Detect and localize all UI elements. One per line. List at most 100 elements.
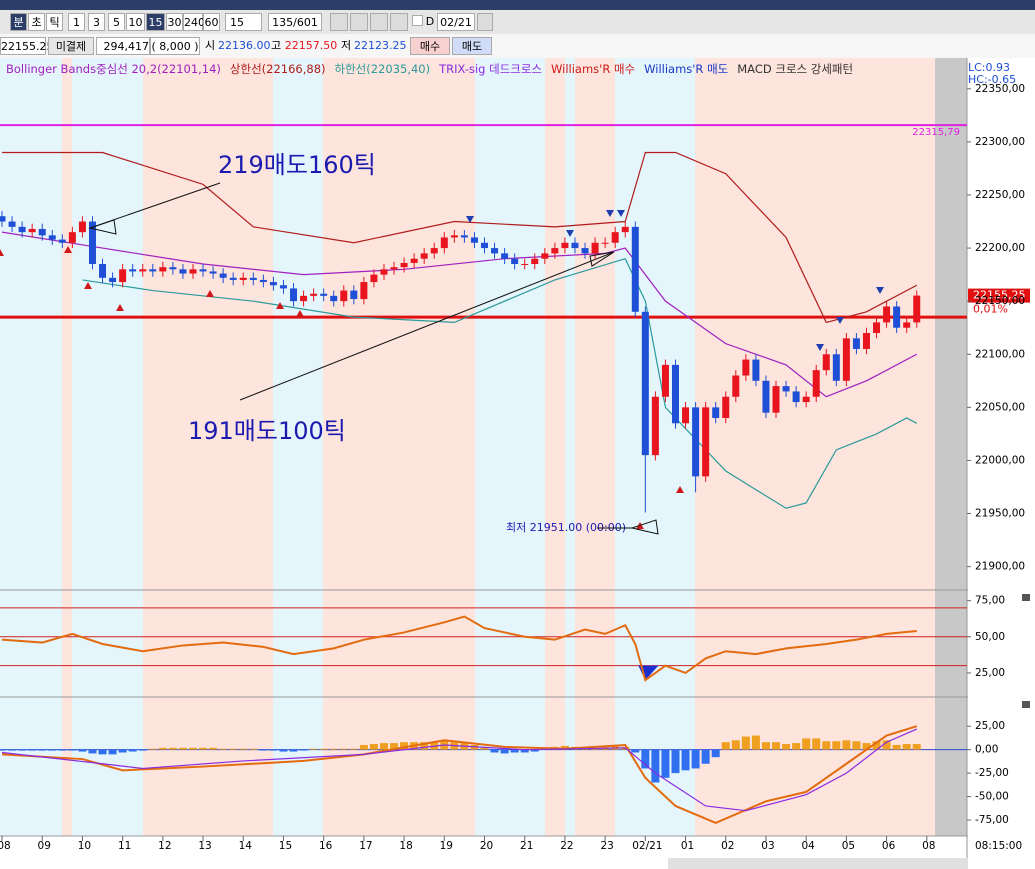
y-tick-label: 22000,00 [975, 454, 1025, 466]
candle-body [450, 235, 458, 238]
histogram-bar [490, 749, 499, 753]
candle-body [521, 264, 529, 266]
period-button[interactable]: 10 [126, 13, 145, 31]
buy-signal [296, 310, 304, 317]
histogram-bar [510, 749, 519, 753]
quote-buy[interactable]: 매수 [410, 37, 450, 55]
candle-body [762, 380, 770, 413]
right-axis-bg [968, 58, 1035, 858]
tool-icon[interactable] [390, 13, 408, 31]
panel-close[interactable] [1022, 701, 1030, 708]
histogram-bar [641, 749, 650, 769]
histogram-bar [68, 749, 77, 751]
period-button[interactable]: 5 [108, 13, 125, 31]
candle-body [732, 375, 740, 397]
histogram-bar [420, 742, 429, 750]
line [82, 257, 918, 509]
candle-body [873, 322, 881, 334]
annotation: 191매도100틱 [188, 417, 346, 445]
x-tick-label: 18 [399, 840, 412, 852]
candle-body [290, 288, 298, 302]
histogram-bar [390, 743, 399, 750]
legend-entry: MACD 크로스 강세패턴 [737, 62, 854, 76]
histogram-bar [319, 748, 328, 750]
candle-body [692, 407, 700, 477]
period-button[interactable]: 분 [10, 13, 27, 31]
candle-body [179, 269, 187, 274]
histogram-bar [520, 749, 529, 753]
candle-body [310, 293, 318, 296]
candle-body [239, 277, 247, 280]
buy-signal [276, 302, 284, 309]
x-tick-label: 05 [842, 840, 855, 852]
interval-select[interactable]: 15 [225, 13, 262, 31]
period-button[interactable]: 240 [183, 13, 205, 31]
sell-signal [617, 210, 625, 217]
histogram-bar [219, 748, 228, 750]
candle-body [380, 269, 388, 275]
quote-low: 22123.25 [354, 39, 407, 52]
tool-icon[interactable] [330, 13, 348, 31]
histogram-bar [631, 749, 640, 753]
candle-body [340, 290, 348, 302]
candle-body [169, 267, 177, 270]
signal-stripe [72, 58, 143, 836]
histogram-bar [842, 740, 851, 750]
histogram-bar [862, 743, 871, 750]
legend-entry: 상한선(22166,88) [229, 62, 326, 76]
x-tick-label: 03 [761, 840, 774, 852]
candle-body [109, 277, 117, 283]
calendar-button[interactable] [477, 13, 493, 31]
period-button[interactable]: 3 [88, 13, 105, 31]
legend: Bollinger Bands중심선 20,2(22101,14) 상한선(221… [6, 61, 862, 77]
arrow-head [630, 519, 659, 535]
histogram-bar [78, 749, 87, 752]
y-tick-label: 22300,00 [975, 136, 1025, 148]
histogram-bar [822, 741, 831, 750]
period-button[interactable]: 30 [166, 13, 183, 31]
checkbox[interactable] [412, 15, 423, 26]
histogram-bar [651, 749, 660, 783]
quote-sell[interactable]: 매도 [452, 37, 492, 55]
buy-signal [676, 486, 684, 493]
candle-body [249, 277, 257, 280]
x-tick-label: 11 [118, 840, 131, 852]
histogram-bar [269, 749, 278, 751]
period-button[interactable]: 초 [28, 13, 45, 31]
candle-body [712, 407, 720, 418]
x-tick-label: 12 [158, 840, 171, 852]
panel-close[interactable] [1022, 594, 1030, 601]
x-tick-label: 17 [359, 840, 372, 852]
candle-body [531, 258, 539, 265]
histogram-bar [48, 749, 57, 751]
x-tick-label: 04 [801, 840, 815, 852]
candle-body [601, 242, 609, 244]
date-box[interactable]: 02/21 [437, 13, 475, 31]
histogram-bar [158, 747, 167, 750]
annotation: 219매도160틱 [218, 151, 376, 179]
period-button[interactable]: 60 [203, 13, 220, 31]
candle-body [792, 391, 800, 403]
legend-entry: Bollinger Bands중심선 20,2(22101,14) [6, 62, 221, 76]
sell-signal [566, 230, 574, 237]
candle-body [420, 253, 428, 259]
histogram-bar [98, 749, 107, 755]
tool-icon[interactable] [350, 13, 368, 31]
candle-body [390, 267, 398, 270]
signal-stripe [475, 58, 545, 836]
toolbar: 분 초 틱 1 3 5 10 15 30 240 60 15 135/601 D 02/21 [0, 10, 1035, 34]
scroll-bar[interactable] [668, 858, 968, 869]
histogram-bar [229, 748, 238, 750]
period-button[interactable]: 15 [146, 13, 165, 31]
candle-body [903, 322, 911, 328]
period-button[interactable]: 틱 [46, 13, 63, 31]
histogram-bar [882, 740, 891, 750]
candle-body [742, 359, 750, 376]
histogram-bar [148, 748, 157, 750]
histogram-bar [289, 749, 298, 752]
period-button[interactable]: 1 [68, 13, 85, 31]
y-tick-label: -75,00 [975, 814, 1009, 826]
candle-body [350, 290, 358, 300]
tool-icon[interactable] [370, 13, 388, 31]
